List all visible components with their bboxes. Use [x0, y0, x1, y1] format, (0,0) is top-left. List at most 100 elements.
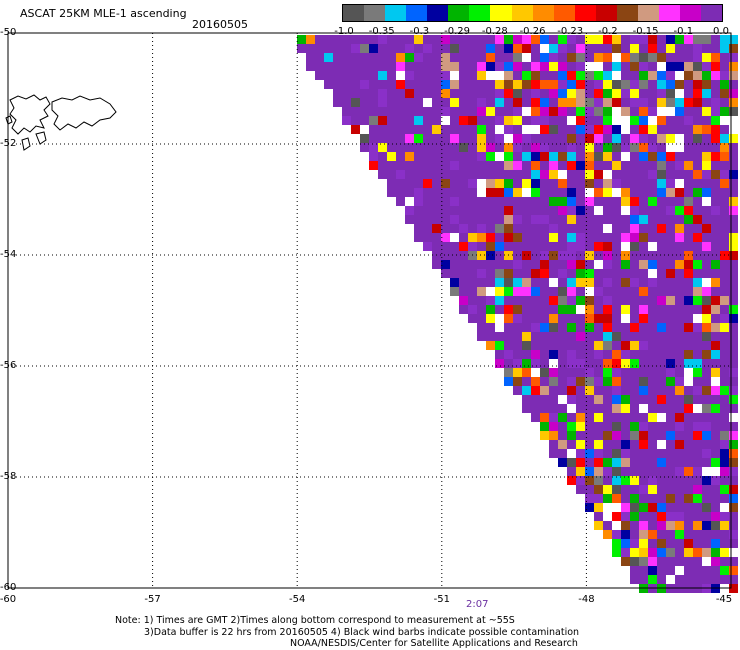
swath-cell	[342, 98, 351, 107]
swath-cell	[405, 188, 414, 197]
color-scale-label: 0.0	[713, 26, 729, 37]
swath-cell	[405, 53, 414, 62]
swath-cell	[468, 44, 477, 53]
swath-cell	[639, 251, 648, 260]
swath-cell	[531, 98, 540, 107]
swath-cell	[378, 35, 387, 44]
swath-cell	[432, 215, 441, 224]
swath-cell	[549, 350, 558, 359]
swath-cell	[513, 368, 522, 377]
swath-cell	[630, 467, 639, 476]
swath-cell	[621, 485, 630, 494]
swath-cell	[693, 206, 702, 215]
swath-cell	[630, 440, 639, 449]
swath-cell	[684, 575, 693, 584]
swath-cell	[459, 107, 468, 116]
swath-cell	[432, 53, 441, 62]
swath-cell	[558, 80, 567, 89]
swath-cell	[342, 89, 351, 98]
swath-cell	[702, 287, 711, 296]
swath-cell	[630, 575, 639, 584]
swath-cell	[468, 287, 477, 296]
swath-cell	[702, 35, 711, 44]
swath-cell	[531, 269, 540, 278]
swath-cell	[549, 359, 558, 368]
swath-cell	[729, 458, 738, 467]
swath-cell	[729, 575, 738, 584]
swath-cell	[504, 44, 513, 53]
swath-cell	[531, 359, 540, 368]
swath-cell	[369, 35, 378, 44]
swath-cell	[675, 575, 684, 584]
swath-cell	[387, 116, 396, 125]
swath-cell	[702, 206, 711, 215]
swath-cell	[441, 179, 450, 188]
swath-cell	[603, 44, 612, 53]
color-scale-segment	[469, 5, 491, 21]
swath-cell	[621, 314, 630, 323]
swath-cell	[612, 35, 621, 44]
swath-cell	[477, 116, 486, 125]
swath-cell	[351, 35, 360, 44]
swath-cell	[594, 368, 603, 377]
swath-cell	[630, 368, 639, 377]
swath-cell	[639, 377, 648, 386]
swath-cell	[504, 296, 513, 305]
swath-cell	[522, 350, 531, 359]
swath-cell	[486, 251, 495, 260]
swath-cell	[333, 62, 342, 71]
swath-cell	[585, 413, 594, 422]
swath-cell	[576, 143, 585, 152]
swath-cell	[522, 269, 531, 278]
swath-cell	[486, 107, 495, 116]
swath-cell	[684, 530, 693, 539]
swath-cell	[513, 125, 522, 134]
swath-cell	[720, 242, 729, 251]
swath-cell	[603, 125, 612, 134]
swath-cell	[648, 80, 657, 89]
swath-cell	[675, 503, 684, 512]
swath-cell	[594, 107, 603, 116]
swath-cell	[477, 62, 486, 71]
swath-cell	[504, 377, 513, 386]
swath-cell	[567, 107, 576, 116]
swath-cell	[531, 242, 540, 251]
swath-cell	[585, 494, 594, 503]
swath-cell	[567, 278, 576, 287]
swath-cell	[414, 233, 423, 242]
swath-cell	[585, 62, 594, 71]
swath-cell	[486, 125, 495, 134]
swath-cell	[396, 53, 405, 62]
swath-cell	[675, 197, 684, 206]
swath-cell	[630, 116, 639, 125]
swath-cell	[639, 305, 648, 314]
swath-cell	[540, 341, 549, 350]
swath-cell	[513, 134, 522, 143]
swath-cell	[693, 233, 702, 242]
swath-cell	[612, 44, 621, 53]
swath-cell	[666, 44, 675, 53]
swath-cell	[630, 89, 639, 98]
swath-cell	[666, 566, 675, 575]
swath-cell	[657, 197, 666, 206]
color-scale-segment	[553, 5, 575, 21]
swath-cell	[612, 62, 621, 71]
swath-cell	[585, 53, 594, 62]
swath-cell	[675, 251, 684, 260]
swath-cell	[675, 458, 684, 467]
swath-cell	[432, 107, 441, 116]
swath-cell	[666, 476, 675, 485]
swath-cell	[450, 179, 459, 188]
swath-cell	[531, 404, 540, 413]
swath-cell	[612, 395, 621, 404]
swath-cell	[666, 206, 675, 215]
swath-cell	[648, 314, 657, 323]
swath-cell	[666, 71, 675, 80]
swath-cell	[639, 449, 648, 458]
swath-cell	[639, 341, 648, 350]
swath-cell	[675, 422, 684, 431]
swath-cell	[711, 143, 720, 152]
swath-cell	[432, 161, 441, 170]
swath-cell	[639, 62, 648, 71]
swath-cell	[585, 152, 594, 161]
